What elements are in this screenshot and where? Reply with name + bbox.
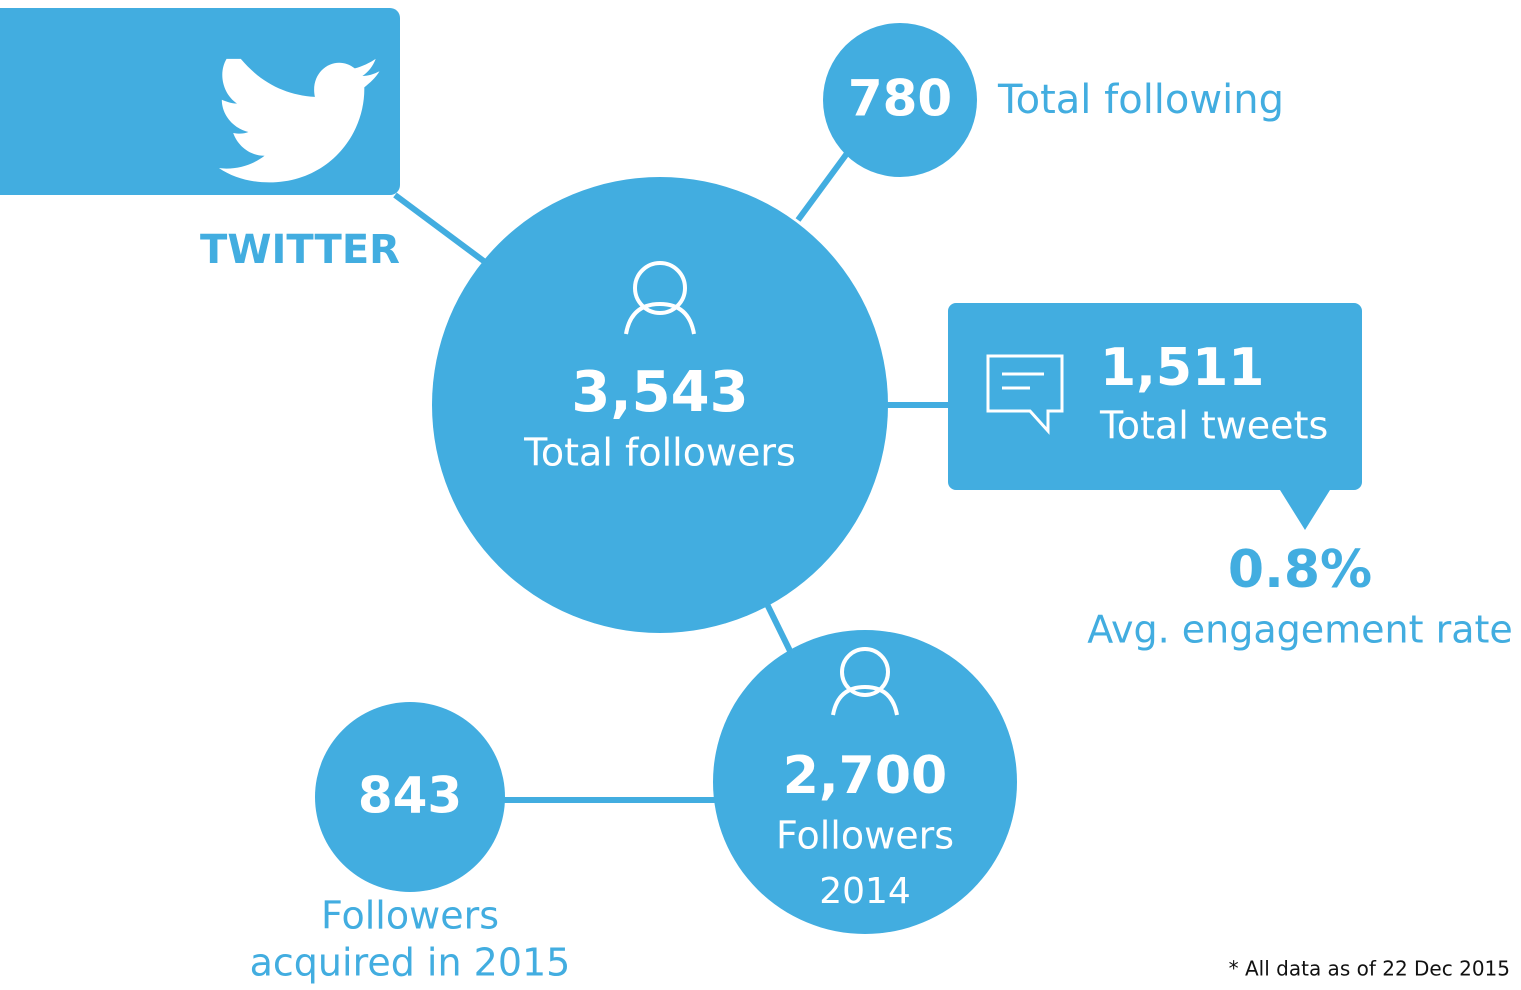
connectors <box>393 150 952 803</box>
followers-2014-circle <box>713 630 1017 934</box>
connector <box>393 192 487 265</box>
following-value: 780 <box>848 70 952 128</box>
twitter-bird <box>218 58 380 183</box>
person-icon <box>624 261 696 335</box>
footnote: * All data as of 22 Dec 2015 <box>1229 957 1510 981</box>
chat-icon <box>986 354 1064 435</box>
acquired-value: 843 <box>358 767 462 825</box>
followers-2014-value: 2,700 <box>783 746 947 806</box>
followers-label: Total followers <box>523 431 796 475</box>
connector <box>762 598 795 657</box>
tweets-label: Total tweets <box>1099 404 1328 448</box>
acquired-label: acquired in 2015 <box>250 941 571 985</box>
acquired-label: Followers <box>321 894 499 938</box>
following-label: Total following <box>997 77 1284 123</box>
followers-circle <box>432 177 888 633</box>
followers-2014-label: Followers <box>776 814 954 858</box>
connector <box>795 150 851 222</box>
following-circle <box>823 23 977 177</box>
person-icon <box>831 647 899 716</box>
title: TWITTER <box>200 227 400 273</box>
followers-2014-year: 2014 <box>819 871 911 912</box>
engagement-label: Avg. engagement rate <box>1087 608 1513 652</box>
tweets-box <box>948 303 1362 530</box>
engagement-value: 0.8% <box>1228 540 1372 600</box>
tweets-value: 1,511 <box>1100 338 1264 398</box>
followers-value: 3,543 <box>571 360 748 425</box>
acquired-circle <box>315 702 505 892</box>
